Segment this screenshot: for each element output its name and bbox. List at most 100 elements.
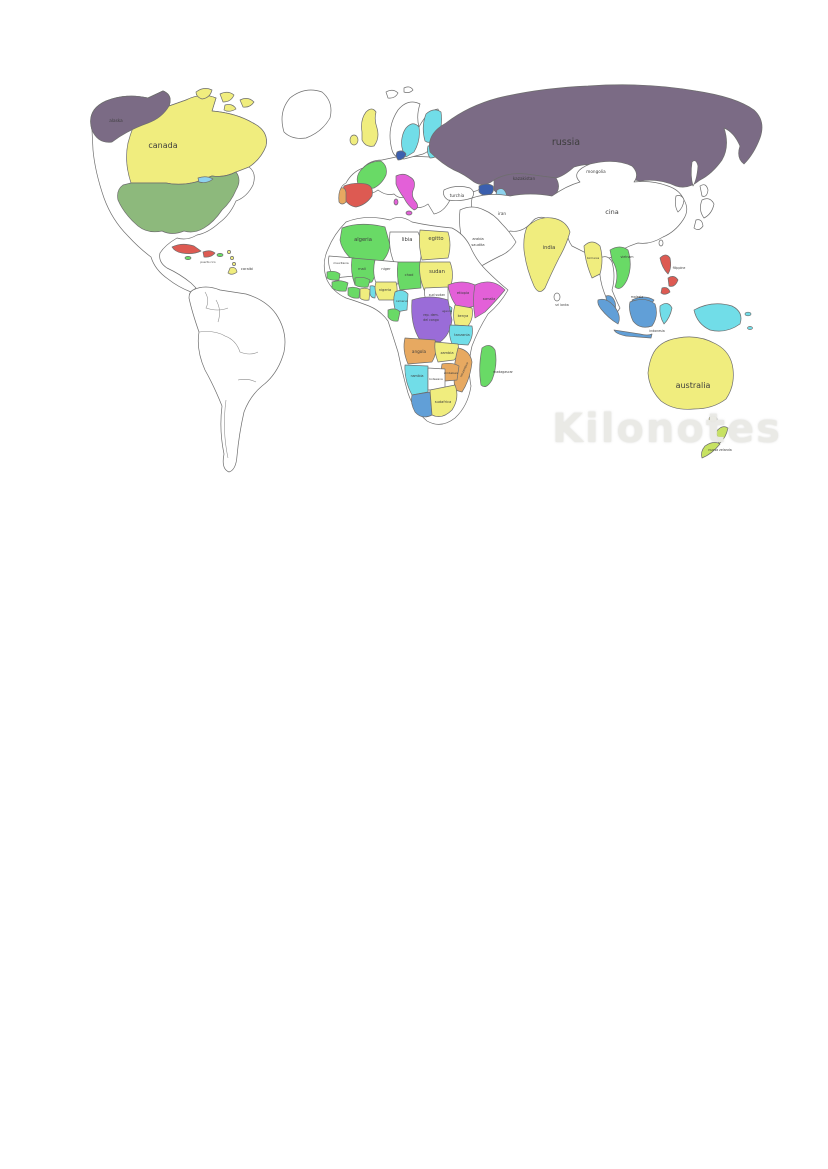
label-zambia: zambia xyxy=(440,351,453,355)
country-korea xyxy=(674,195,685,213)
country-guinea xyxy=(331,280,349,292)
country-iceland xyxy=(385,89,399,99)
sa-border-1 xyxy=(204,291,229,311)
label-birmania: birmania xyxy=(587,256,600,260)
country-indonesia-kalimantan xyxy=(629,299,657,328)
country-italy xyxy=(395,173,418,211)
country-ivory-coast xyxy=(347,286,361,299)
country-svalbard xyxy=(403,86,414,94)
country-indonesia-java xyxy=(613,329,653,339)
country-hispaniola xyxy=(202,250,216,258)
label-etiopia: etiopia xyxy=(457,291,469,295)
label-sudan: sudan xyxy=(429,269,445,275)
country-gabon xyxy=(387,308,401,322)
country-japan-south xyxy=(693,219,704,230)
country-puerto-rico xyxy=(216,253,224,257)
label-congo-1: rep. dem. xyxy=(423,313,438,317)
label-madagascar: madagascar xyxy=(493,370,513,374)
country-philippines-visayas xyxy=(667,276,679,287)
canada-arctic-island-2 xyxy=(219,91,235,103)
antilles-island-1 xyxy=(227,250,231,254)
country-drc xyxy=(411,296,453,343)
label-botswana: botswana xyxy=(429,377,443,381)
country-tanzania xyxy=(448,324,473,346)
label-australia: australia xyxy=(676,381,711,390)
antilles-island-4 xyxy=(227,267,238,275)
label-sri-lanka: sri lanka xyxy=(555,303,569,307)
label-canada: canada xyxy=(148,141,177,150)
country-denmark xyxy=(395,150,407,161)
country-usa xyxy=(117,171,240,234)
country-sardinia xyxy=(393,198,399,206)
country-france xyxy=(356,160,387,189)
label-malesia: malesia xyxy=(631,295,643,299)
sa-border-4 xyxy=(224,399,229,459)
label-alaska: alaska xyxy=(109,118,123,123)
country-uk xyxy=(361,108,379,147)
country-south-africa-east xyxy=(429,384,458,417)
country-sakhalin xyxy=(690,160,699,187)
label-tanzania: tanzania xyxy=(454,333,469,337)
label-somalia: somalia xyxy=(483,297,495,301)
canada-arctic-island-1 xyxy=(195,88,213,100)
label-zimbabwe: zimbabwe xyxy=(444,371,459,375)
country-india xyxy=(523,217,571,292)
label-indonesia: indonesia xyxy=(649,329,664,333)
papua-island-1 xyxy=(744,311,752,317)
label-india: india xyxy=(543,245,556,251)
country-japan-honshu xyxy=(700,198,715,219)
papua-island-2 xyxy=(747,326,753,330)
great-lakes xyxy=(197,176,214,183)
canada-arctic-island-3 xyxy=(239,98,255,108)
label-mauritania: mauritania xyxy=(333,261,348,265)
country-chad xyxy=(396,261,422,291)
label-kazakistan: kazakistan xyxy=(513,176,536,181)
label-algeria: algeria xyxy=(354,237,372,243)
country-vietnam xyxy=(609,246,631,289)
country-greenland xyxy=(281,89,332,139)
country-ghana xyxy=(359,287,371,301)
label-arabia-2: saudita xyxy=(471,243,484,247)
label-congo-2: del congo xyxy=(423,318,439,322)
label-cina: cina xyxy=(605,208,618,216)
antilles-island-3 xyxy=(232,262,236,266)
country-niger xyxy=(373,259,399,285)
country-japan-north xyxy=(699,184,709,197)
country-nz-south xyxy=(701,442,721,459)
country-somalia xyxy=(473,281,506,319)
canada-arctic-island-4 xyxy=(223,104,237,112)
country-nz-north xyxy=(715,426,729,445)
label-niger: niger xyxy=(381,267,391,271)
label-iran: iran xyxy=(498,211,506,216)
label-arabia-1: arabia xyxy=(472,237,483,241)
country-sri-lanka xyxy=(553,292,561,302)
country-indonesia-sulawesi xyxy=(659,303,673,325)
label-libia: libia xyxy=(402,237,413,243)
label-russia: russia xyxy=(552,137,580,148)
label-chad: chad xyxy=(405,273,414,277)
country-egypt xyxy=(418,229,451,261)
country-cuba xyxy=(171,243,202,255)
country-tasmania xyxy=(708,415,718,423)
country-philippines-luzon xyxy=(659,254,672,275)
asia-mainland xyxy=(471,161,688,260)
country-benin-togo xyxy=(369,285,377,299)
country-taiwan xyxy=(658,239,664,247)
country-algeria xyxy=(339,223,391,266)
label-mozambico: mozambico xyxy=(459,361,470,378)
label-filippine: filippine xyxy=(673,266,686,270)
sa-border-2 xyxy=(198,331,259,355)
country-ireland xyxy=(349,134,359,146)
label-mali: mali xyxy=(358,267,366,271)
label-nuova-zelanda: nuova zelanda xyxy=(708,448,731,452)
label-angola: angola xyxy=(412,349,427,354)
country-portugal xyxy=(338,187,347,205)
country-alaska xyxy=(90,90,171,143)
label-egitto: egitto xyxy=(428,236,443,242)
label-sudafrica: sudafrica xyxy=(435,400,452,404)
country-philippines-mindanao xyxy=(660,287,671,295)
label-uganda: uganda xyxy=(442,309,453,313)
country-senegal xyxy=(326,270,341,281)
country-indonesia-sumatra xyxy=(597,298,620,325)
